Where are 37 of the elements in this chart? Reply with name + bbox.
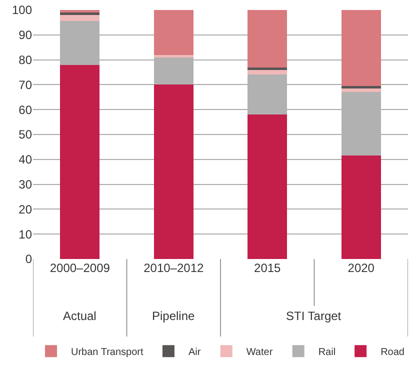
legend-label: Water: [246, 347, 274, 358]
y-tick-label: 60: [18, 102, 32, 117]
y-tick-label: 0: [25, 252, 32, 266]
text: Pipeline: [152, 309, 196, 323]
legend-label: Road: [380, 347, 404, 358]
bar: [248, 10, 288, 68]
bar: [341, 156, 381, 259]
bar: [154, 10, 194, 55]
legend-label: Rail: [318, 347, 336, 358]
bar: [60, 64, 100, 259]
x-tick-label: 2000–2009: [50, 261, 110, 275]
bar: [154, 54, 194, 58]
y-tick-label: 10: [18, 227, 32, 242]
y-tick-label: 80: [18, 53, 32, 67]
bar: [248, 67, 288, 70]
bar: [60, 12, 100, 15]
bar: [248, 114, 288, 259]
y-tick-label: 20: [18, 202, 32, 216]
y-tick-label: 50: [18, 128, 32, 142]
bar: [341, 10, 381, 86]
bar: [60, 14, 100, 22]
x-tick-label: 2020: [348, 261, 375, 275]
bar: [341, 86, 381, 88]
text: Actual: [63, 309, 96, 323]
bar: [154, 84, 194, 259]
y-tick-label: 30: [18, 178, 32, 192]
y-tick-label: 100: [12, 3, 32, 18]
x-tick-label: 2015: [254, 261, 282, 275]
text: STI Target: [286, 309, 342, 323]
bar: [248, 70, 288, 75]
legend-label: Urban Transport: [71, 347, 144, 358]
y-tick-label: 70: [18, 78, 32, 92]
legend-label: Air: [188, 347, 202, 358]
x-tick-label: 2010–2012: [144, 261, 204, 275]
bar: [341, 88, 381, 92]
y-tick-label: 40: [18, 152, 32, 167]
y-tick-label: 90: [18, 28, 32, 42]
